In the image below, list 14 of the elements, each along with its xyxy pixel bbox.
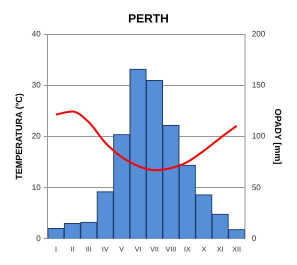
y2-tick-label: 200 <box>252 30 266 39</box>
y-tick-label: 30 <box>32 80 42 90</box>
y2-tick-label: 100 <box>252 132 266 141</box>
y2-tick-label: 50 <box>252 182 262 192</box>
y-tick-label: 0 <box>36 234 42 243</box>
y2-tick-label: 0 <box>252 234 257 243</box>
y-axis-title: TEMPERATURA (°C) <box>14 93 24 180</box>
y-tick-label: 40 <box>32 30 42 39</box>
y2-axis-title: OPADY [mm] <box>273 108 284 164</box>
y-tick-label: 10 <box>32 182 42 192</box>
line-series <box>54 110 238 172</box>
chart-title: PERTH <box>128 12 169 26</box>
y-tick-label: 20 <box>32 132 42 141</box>
y2-tick-label: 150 <box>252 80 266 90</box>
